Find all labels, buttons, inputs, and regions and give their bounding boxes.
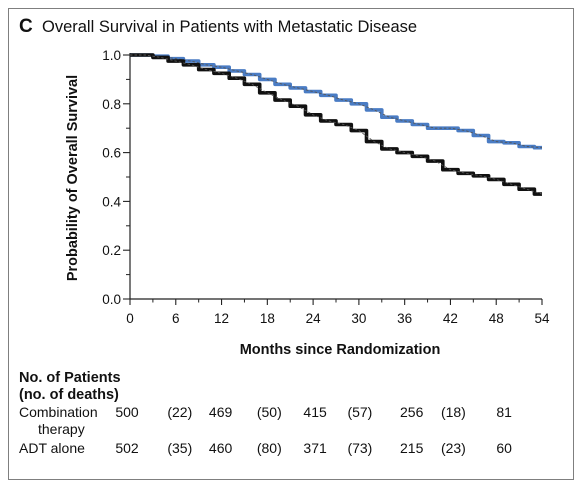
x-tick-label: 48 <box>489 311 504 326</box>
y-tick-label: 0.8 <box>102 97 121 112</box>
y-axis-label: Probability of Overall Survival <box>65 75 81 281</box>
chart-title: Overall Survival in Patients with Metast… <box>42 18 418 36</box>
x-tick-label: 24 <box>306 311 322 326</box>
frame-right-border <box>573 8 574 480</box>
x-axis-label: Months since Randomization <box>240 342 441 358</box>
frame-left-border <box>8 8 9 480</box>
y-tick-label: 0.0 <box>102 292 121 307</box>
fitted-line-combination <box>130 54 543 149</box>
chart-ticks: 0.0 0.2 0.4 0.6 0.8 1.0 0 6 12 18 24 30 36 42 48 54 <box>102 48 550 326</box>
frame-bottom-border <box>8 479 574 480</box>
survival-curve-adt <box>130 53 542 196</box>
x-tick-label: 12 <box>214 311 229 326</box>
survival-curves <box>130 53 543 196</box>
y-tick-label: 0.2 <box>102 243 121 258</box>
survival-curve-combination <box>130 53 542 150</box>
y-tick-label: 0.4 <box>102 194 121 209</box>
x-tick-label: 0 <box>126 311 134 326</box>
x-tick-label: 6 <box>172 311 180 326</box>
x-tick-label: 18 <box>260 311 275 326</box>
y-tick-label: 1.0 <box>102 48 121 63</box>
x-tick-label: 30 <box>351 311 366 326</box>
frame-top-border <box>8 8 574 9</box>
x-tick-label: 42 <box>443 311 458 326</box>
y-tick-label: 0.6 <box>102 146 121 161</box>
x-tick-label: 54 <box>534 311 550 326</box>
panel-letter: C <box>19 16 33 37</box>
x-tick-label: 36 <box>397 311 412 326</box>
